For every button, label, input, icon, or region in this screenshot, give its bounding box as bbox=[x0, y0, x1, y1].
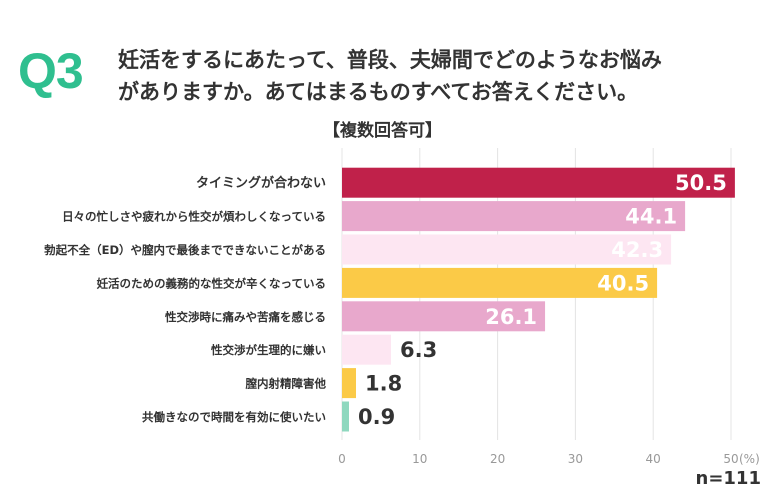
category-label: 妊活のための義務的な性交が辛くなっている bbox=[97, 276, 326, 290]
x-tick-label: 50 bbox=[723, 452, 738, 466]
multiple-answer-note: 【複数回答可】 bbox=[323, 121, 442, 141]
category-label: タイミングが合わない bbox=[196, 175, 326, 191]
sample-size: n=111 bbox=[695, 468, 761, 489]
question-number: Q3 bbox=[18, 43, 84, 99]
value-label: 6.3 bbox=[400, 338, 437, 362]
question-text: 妊活をするにあたって、普段、夫婦間でどのようなお悩み がありますか。あてはまるも… bbox=[118, 44, 768, 108]
bar bbox=[342, 334, 392, 365]
question-line-2: がありますか。あてはまるものすべてお答えください。 bbox=[118, 80, 639, 104]
question-line-1: 妊活をするにあたって、普段、夫婦間でどのようなお悩み bbox=[118, 48, 662, 72]
bar bbox=[342, 234, 672, 265]
bar bbox=[342, 167, 735, 198]
x-unit-label: (%) bbox=[739, 452, 760, 466]
category-label: 膣内射精障害他 bbox=[246, 377, 327, 391]
bar bbox=[342, 201, 686, 232]
bar bbox=[342, 301, 546, 332]
category-label: 共働きなので時間を有効に使いたい bbox=[142, 410, 326, 424]
value-label: 42.3 bbox=[611, 238, 663, 262]
value-label: 1.8 bbox=[365, 372, 402, 396]
bar bbox=[342, 401, 350, 432]
value-label: 0.9 bbox=[358, 405, 395, 429]
x-tick-label: 10 bbox=[412, 452, 427, 466]
value-label: 26.1 bbox=[485, 305, 537, 329]
value-label: 40.5 bbox=[597, 271, 649, 295]
category-label: 勃起不全（ED）や膣内で最後までできないことがある bbox=[44, 243, 326, 257]
x-tick-label: 40 bbox=[646, 452, 661, 466]
category-label: 性交渉時に痛みや苦痛を感じる bbox=[165, 310, 326, 324]
x-tick-label: 0 bbox=[338, 452, 346, 466]
category-label: 性交渉が生理的に嫌い bbox=[211, 343, 326, 357]
category-label: 日々の忙しさや疲れから性交が煩わしくなっている bbox=[62, 210, 326, 224]
bar bbox=[342, 368, 357, 399]
x-tick-label: 20 bbox=[490, 452, 505, 466]
x-tick-label: 30 bbox=[568, 452, 583, 466]
value-label: 44.1 bbox=[625, 205, 677, 229]
value-label: 50.5 bbox=[675, 171, 727, 195]
bar bbox=[342, 267, 658, 298]
